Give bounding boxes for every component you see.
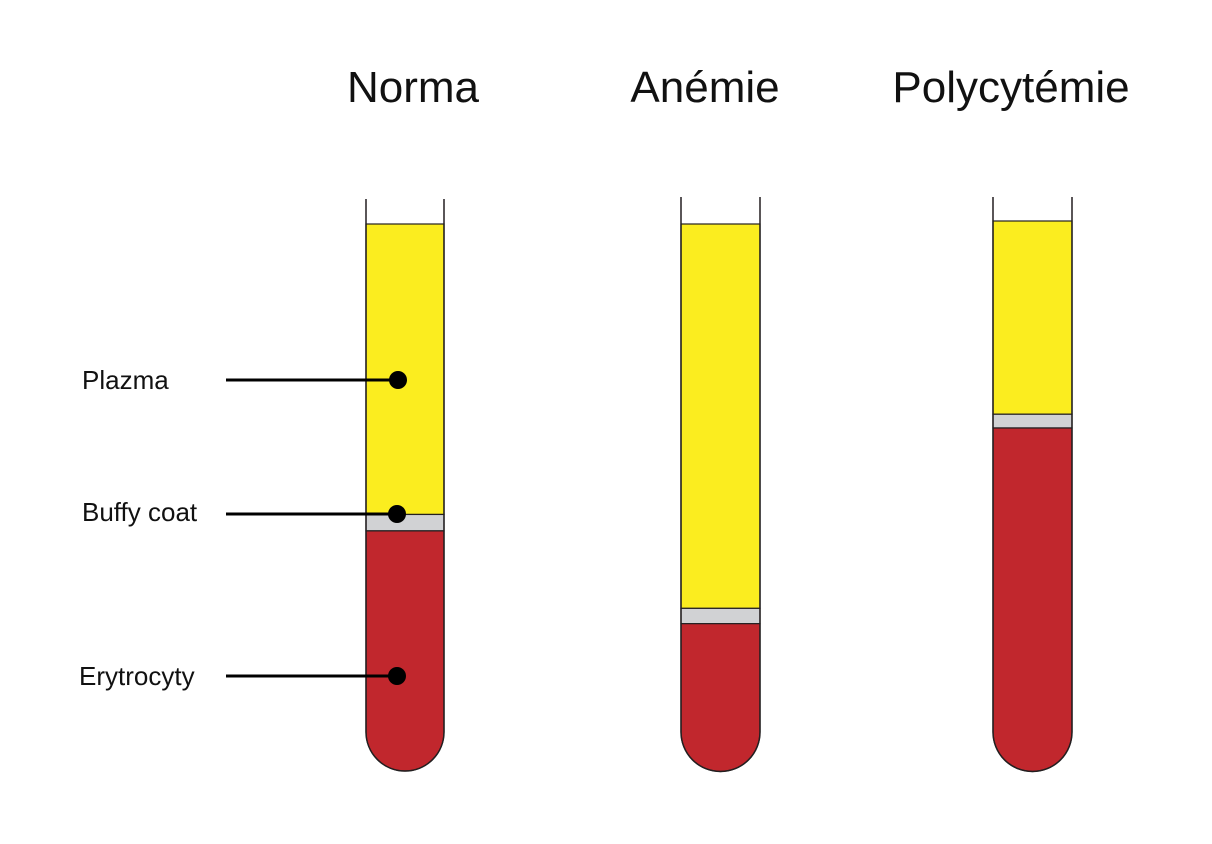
label-plasma: Plazma: [82, 365, 407, 395]
label-buffy-coat: Buffy coat: [82, 497, 406, 527]
tube-title-anemia: Anémie: [630, 63, 779, 112]
erythrocyte-layer-normal: [365, 530, 445, 772]
tube-outline-anemia: [680, 197, 761, 773]
label-erythrocytes: Erytrocyty: [79, 661, 406, 691]
buffy-coat-layer-anemia: [680, 607, 761, 625]
pointer-dot-erythrocytes: [388, 667, 406, 685]
tube-anemia: Anémie: [630, 63, 780, 773]
tube-outline-polycythemia: [992, 197, 1073, 773]
erythrocyte-layer-anemia: [680, 623, 761, 773]
pointer-dot-plasma: [389, 371, 407, 389]
tube-normal: Norma: [347, 63, 480, 772]
tube-polycythemia: Polycytémie: [892, 63, 1130, 773]
tube-title-polycythemia: Polycytémie: [892, 63, 1129, 112]
tube-outline-normal: [365, 199, 445, 772]
plasma-layer-polycythemia: [992, 220, 1073, 415]
label-plasma-text: Plazma: [82, 365, 169, 395]
tube-title-normal: Norma: [347, 63, 480, 112]
pointer-dot-buffy-coat: [388, 505, 406, 523]
plasma-layer-anemia: [680, 223, 761, 609]
label-buffy-coat-text: Buffy coat: [82, 497, 198, 527]
buffy-coat-layer-polycythemia: [992, 413, 1073, 429]
erythrocyte-layer-polycythemia: [992, 427, 1073, 773]
plasma-layer-normal: [365, 223, 445, 516]
label-erythrocytes-text: Erytrocyty: [79, 661, 195, 691]
